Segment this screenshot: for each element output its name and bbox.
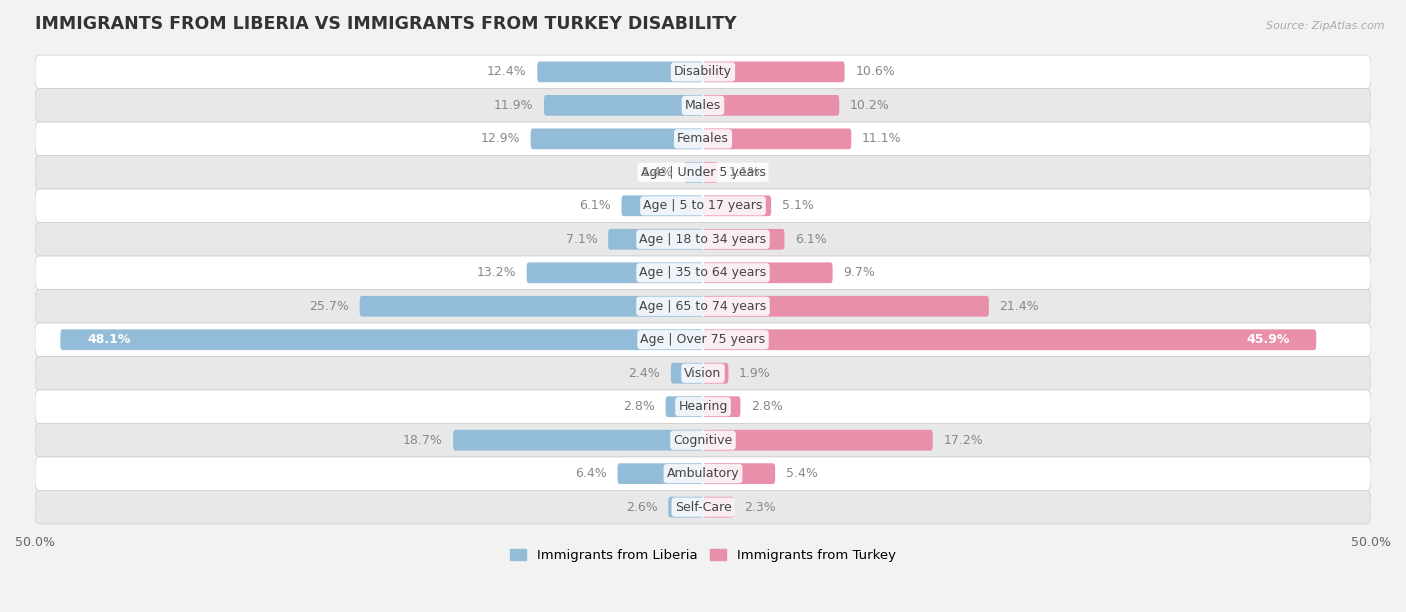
Text: 11.1%: 11.1%	[862, 132, 901, 145]
Text: Age | 35 to 64 years: Age | 35 to 64 years	[640, 266, 766, 279]
Text: 18.7%: 18.7%	[402, 434, 443, 447]
Text: 1.1%: 1.1%	[728, 166, 761, 179]
FancyBboxPatch shape	[35, 223, 1371, 256]
Text: Age | Over 75 years: Age | Over 75 years	[641, 334, 765, 346]
FancyBboxPatch shape	[35, 424, 1371, 457]
FancyBboxPatch shape	[35, 289, 1371, 323]
Text: 2.8%: 2.8%	[751, 400, 783, 413]
FancyBboxPatch shape	[35, 323, 1371, 356]
FancyBboxPatch shape	[703, 296, 988, 316]
FancyBboxPatch shape	[35, 155, 1371, 189]
FancyBboxPatch shape	[453, 430, 703, 450]
FancyBboxPatch shape	[35, 356, 1371, 390]
Text: 6.1%: 6.1%	[579, 200, 610, 212]
FancyBboxPatch shape	[35, 390, 1371, 424]
FancyBboxPatch shape	[527, 263, 703, 283]
Text: 6.4%: 6.4%	[575, 467, 607, 480]
FancyBboxPatch shape	[685, 162, 703, 183]
FancyBboxPatch shape	[703, 363, 728, 384]
FancyBboxPatch shape	[703, 61, 845, 82]
Text: 13.2%: 13.2%	[477, 266, 516, 279]
Text: 11.9%: 11.9%	[494, 99, 533, 112]
Text: Age | 5 to 17 years: Age | 5 to 17 years	[644, 200, 762, 212]
Text: Vision: Vision	[685, 367, 721, 379]
FancyBboxPatch shape	[35, 457, 1371, 490]
FancyBboxPatch shape	[703, 95, 839, 116]
Text: Disability: Disability	[673, 65, 733, 78]
FancyBboxPatch shape	[360, 296, 703, 316]
Text: 2.4%: 2.4%	[628, 367, 661, 379]
FancyBboxPatch shape	[617, 463, 703, 484]
Text: Hearing: Hearing	[678, 400, 728, 413]
FancyBboxPatch shape	[703, 195, 770, 216]
FancyBboxPatch shape	[703, 263, 832, 283]
FancyBboxPatch shape	[703, 229, 785, 250]
FancyBboxPatch shape	[621, 195, 703, 216]
Text: IMMIGRANTS FROM LIBERIA VS IMMIGRANTS FROM TURKEY DISABILITY: IMMIGRANTS FROM LIBERIA VS IMMIGRANTS FR…	[35, 15, 737, 33]
FancyBboxPatch shape	[703, 430, 932, 450]
FancyBboxPatch shape	[530, 129, 703, 149]
FancyBboxPatch shape	[703, 497, 734, 518]
Text: Cognitive: Cognitive	[673, 434, 733, 447]
Text: Age | 18 to 34 years: Age | 18 to 34 years	[640, 233, 766, 246]
Text: 12.9%: 12.9%	[481, 132, 520, 145]
FancyBboxPatch shape	[35, 490, 1371, 524]
FancyBboxPatch shape	[703, 397, 741, 417]
Text: 7.1%: 7.1%	[565, 233, 598, 246]
Text: 17.2%: 17.2%	[943, 434, 983, 447]
Legend: Immigrants from Liberia, Immigrants from Turkey: Immigrants from Liberia, Immigrants from…	[505, 544, 901, 567]
FancyBboxPatch shape	[35, 122, 1371, 155]
FancyBboxPatch shape	[703, 162, 717, 183]
FancyBboxPatch shape	[703, 463, 775, 484]
FancyBboxPatch shape	[671, 363, 703, 384]
Text: 48.1%: 48.1%	[87, 334, 131, 346]
Text: 5.4%: 5.4%	[786, 467, 818, 480]
Text: 5.1%: 5.1%	[782, 200, 814, 212]
FancyBboxPatch shape	[35, 55, 1371, 89]
Text: Age | 65 to 74 years: Age | 65 to 74 years	[640, 300, 766, 313]
FancyBboxPatch shape	[668, 497, 703, 518]
Text: 1.9%: 1.9%	[740, 367, 770, 379]
Text: Self-Care: Self-Care	[675, 501, 731, 513]
Text: 10.6%: 10.6%	[855, 65, 896, 78]
FancyBboxPatch shape	[35, 256, 1371, 289]
Text: 1.4%: 1.4%	[643, 166, 673, 179]
Text: 25.7%: 25.7%	[309, 300, 349, 313]
Text: 2.6%: 2.6%	[626, 501, 658, 513]
Text: 2.8%: 2.8%	[623, 400, 655, 413]
Text: Source: ZipAtlas.com: Source: ZipAtlas.com	[1267, 21, 1385, 31]
Text: 2.3%: 2.3%	[744, 501, 776, 513]
FancyBboxPatch shape	[60, 329, 703, 350]
FancyBboxPatch shape	[703, 329, 1316, 350]
Text: 10.2%: 10.2%	[851, 99, 890, 112]
FancyBboxPatch shape	[703, 129, 851, 149]
FancyBboxPatch shape	[609, 229, 703, 250]
FancyBboxPatch shape	[544, 95, 703, 116]
Text: Females: Females	[678, 132, 728, 145]
FancyBboxPatch shape	[35, 189, 1371, 223]
Text: 45.9%: 45.9%	[1246, 334, 1289, 346]
FancyBboxPatch shape	[665, 397, 703, 417]
Text: 21.4%: 21.4%	[1000, 300, 1039, 313]
Text: 9.7%: 9.7%	[844, 266, 875, 279]
Text: Age | Under 5 years: Age | Under 5 years	[641, 166, 765, 179]
Text: 6.1%: 6.1%	[796, 233, 827, 246]
FancyBboxPatch shape	[35, 89, 1371, 122]
Text: 12.4%: 12.4%	[486, 65, 527, 78]
FancyBboxPatch shape	[537, 61, 703, 82]
Text: Males: Males	[685, 99, 721, 112]
Text: Ambulatory: Ambulatory	[666, 467, 740, 480]
